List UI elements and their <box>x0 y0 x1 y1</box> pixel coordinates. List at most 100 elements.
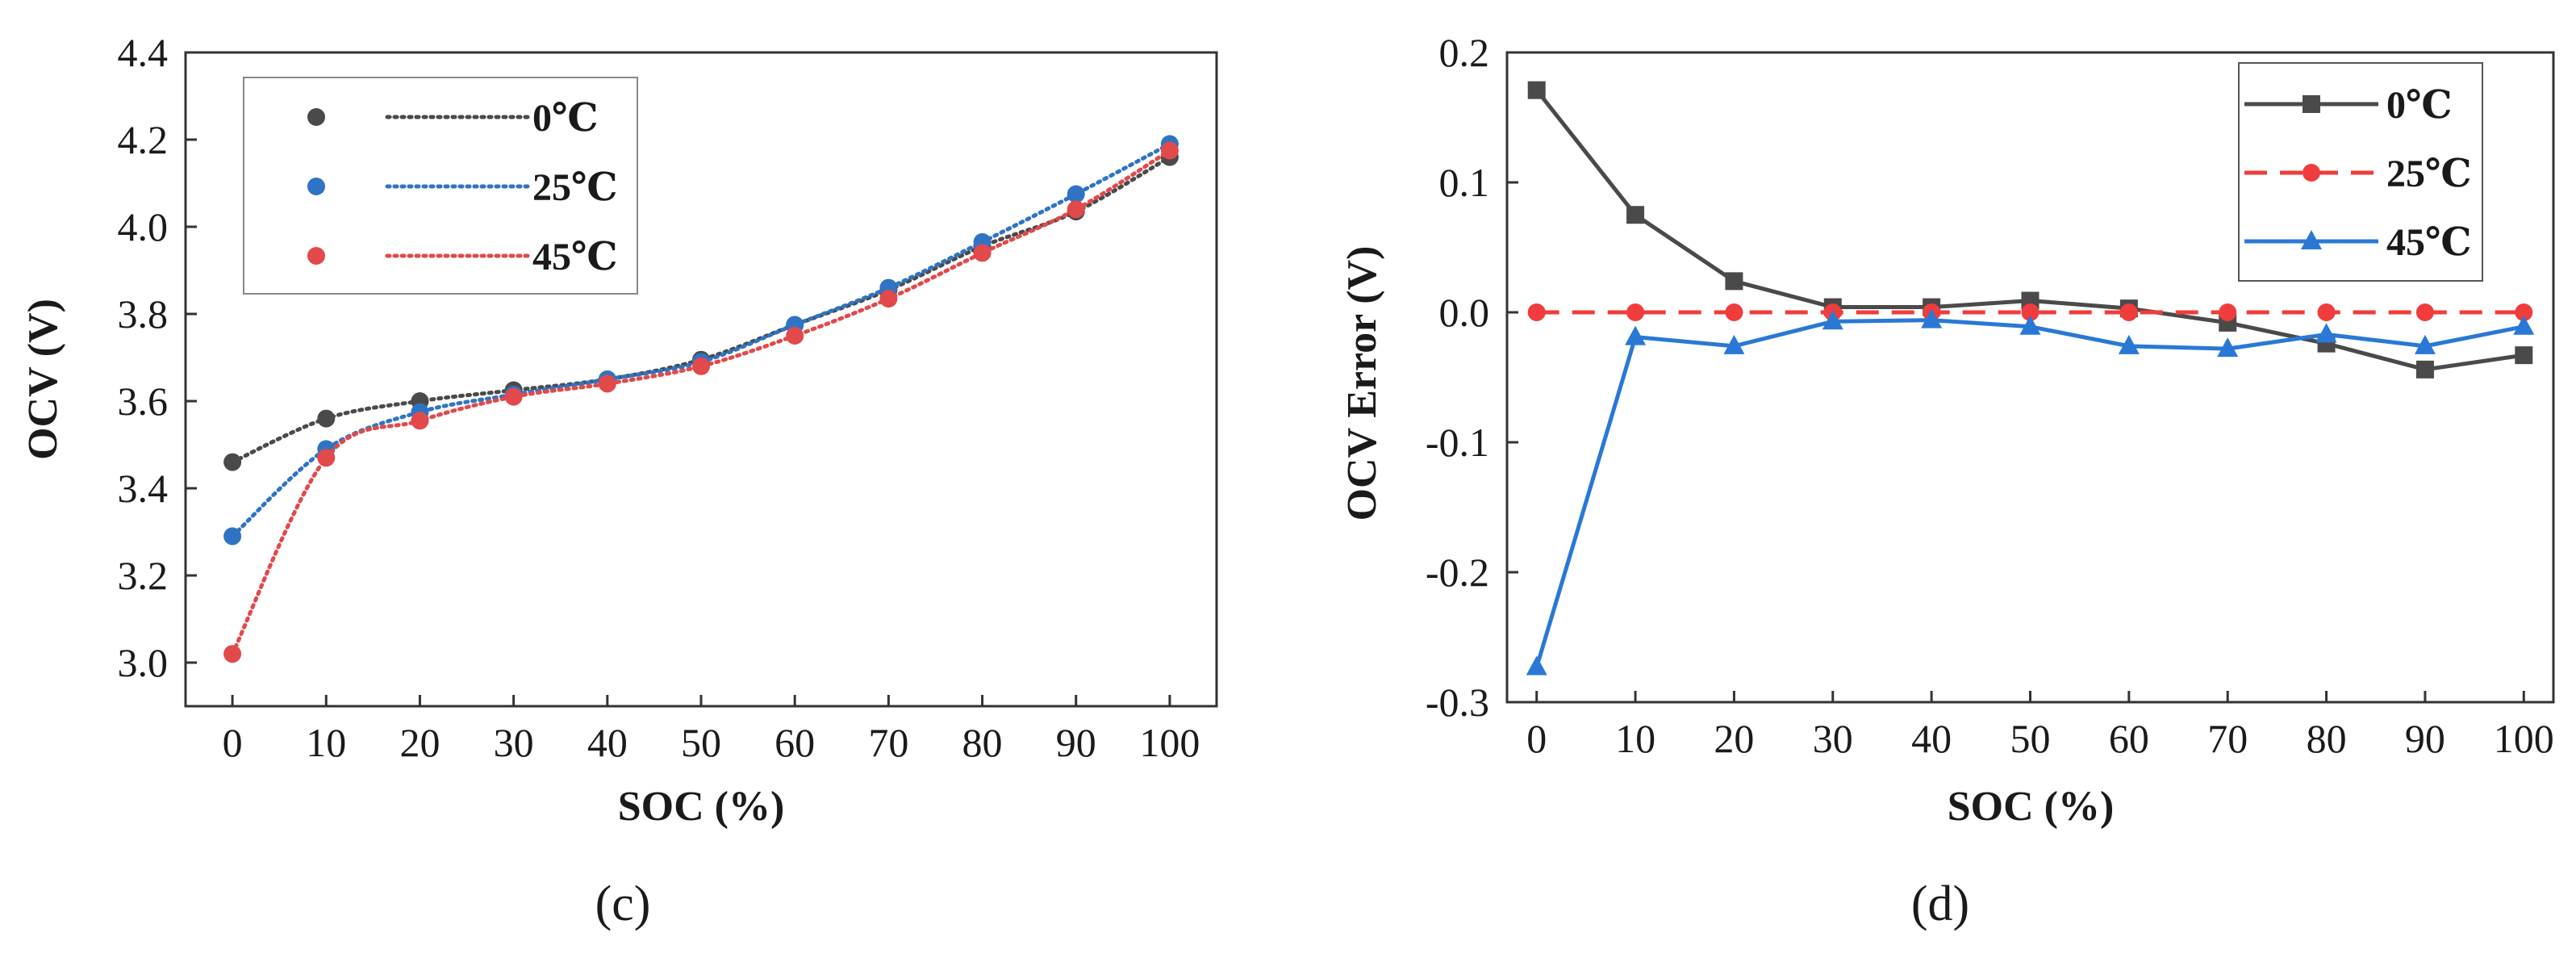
panel-d-series-line <box>1534 318 2524 668</box>
panel-c-legend-marker <box>307 247 325 265</box>
panel-c-legend: 0℃ 25℃ 45℃ <box>243 77 638 295</box>
panel-d-series-0 <box>1527 81 2533 379</box>
panel-c-label: (c) <box>595 876 651 931</box>
panel-d-series-1 <box>1527 303 2533 321</box>
panel-c-data-point <box>1067 200 1085 219</box>
panel-d-data-point <box>1526 655 1547 676</box>
panel-d-y-tick-label: 0.0 <box>1439 290 1490 335</box>
panel-d-data-point <box>2415 303 2434 321</box>
panel-c-y-tick-label: 3.6 <box>118 379 169 424</box>
panel-d-data-point <box>2019 315 2041 335</box>
panel-d-x-axis-label: SOC (%) <box>1948 784 2115 830</box>
panel-c-y-tick-label: 3.4 <box>118 466 169 511</box>
panel-c-x-tick-label: 70 <box>868 720 908 765</box>
panel-d-data-point <box>1625 325 1647 345</box>
panel-d-x-tick-label: 70 <box>2207 716 2248 761</box>
panel-d-chart: 0 10 20 30 40 50 60 70 80 90 100 -0.3 -0.2 -0.1 0.0 0.… <box>1339 30 2555 931</box>
panel-c-series-2 <box>223 141 1179 663</box>
panel-d-x-tick-label: 30 <box>1813 716 1853 761</box>
panel-d-data-point <box>1626 206 1645 224</box>
panel-d-x-tick-label: 50 <box>2010 716 2051 761</box>
panel-d-legend-label: 0℃ <box>2386 84 2453 127</box>
panel-d-y-axis-label: OCV Error (V) <box>1339 246 1385 521</box>
panel-c-y-axis-label: OCV (V) <box>20 299 66 460</box>
panel-d-data-point <box>1822 310 1843 330</box>
panel-d-x-tick-label: 0 <box>1526 716 1547 761</box>
panel-c-chart: 0 10 20 30 40 50 60 70 80 90 100 3.0 3.2 3.4 3.6 3.8 4.… <box>20 30 1218 931</box>
panel-c-legend-label: 0℃ <box>532 97 599 140</box>
panel-c-series-line <box>230 155 1172 465</box>
panel-d-data-point <box>1723 334 1745 354</box>
panel-d-legend-marker <box>2301 230 2322 249</box>
panel-d-y-tick-label: -0.2 <box>1426 550 1489 595</box>
panel-c-data-point <box>786 327 804 345</box>
panel-c-x-tick-label: 60 <box>774 720 815 765</box>
panel-d-legend-label: 25℃ <box>2386 153 2472 195</box>
panel-c-data-point <box>1160 141 1179 160</box>
panel-c-data-point <box>317 409 336 428</box>
panel-c-data-point <box>317 449 336 467</box>
panel-d-data-point <box>2415 360 2434 379</box>
panel-d-data-point <box>1725 272 1743 291</box>
panel-c-data-point <box>223 527 242 546</box>
panel-d-y-tick-label: -0.3 <box>1426 680 1489 725</box>
panel-c-x-tick-label: 50 <box>681 720 721 765</box>
panel-d-x-tick-label: 100 <box>2494 716 2554 761</box>
panel-d-data-point <box>1527 303 1546 321</box>
panel-c-x-tick-label: 100 <box>1139 720 1200 765</box>
panel-d-data-point <box>2219 303 2237 321</box>
panel-d-data-point <box>2021 303 2040 321</box>
panel-d-data-point <box>1725 303 1743 321</box>
panel-c-x-tick-label: 20 <box>399 720 440 765</box>
panel-c-x-tick-label: 10 <box>306 720 346 765</box>
panel-d-x-tick-label: 60 <box>2109 716 2149 761</box>
panel-d-y-tick-label: 0.1 <box>1439 160 1490 205</box>
panel-d-series-2 <box>1526 308 2535 676</box>
panel-d-y-tick-label: 0.2 <box>1439 30 1490 75</box>
panel-d-data-point <box>2119 303 2138 321</box>
panel-c-x-tick-label: 90 <box>1056 720 1096 765</box>
panel-c-x-tick-label: 30 <box>494 720 534 765</box>
panel-d-data-point <box>2217 337 2239 358</box>
panel-c-y-tick-label: 3.2 <box>118 553 169 598</box>
panel-c-x-tick-label: 40 <box>587 720 628 765</box>
panel-d-data-point <box>2118 334 2140 354</box>
panel-c-data-point <box>223 645 242 663</box>
panel-d-x-tick-label: 40 <box>1911 716 1952 761</box>
panel-d-data-point <box>2317 303 2336 321</box>
panel-c-y-tick-label: 4.0 <box>118 204 169 249</box>
panel-c-y-tick-label: 3.8 <box>118 291 169 337</box>
panel-c-legend-label: 25℃ <box>532 166 618 209</box>
panel-c-data-point <box>879 290 898 308</box>
panel-d-x-tick-label: 10 <box>1615 716 1655 761</box>
panel-c-y-tick-label: 4.4 <box>118 30 169 75</box>
panel-d-y-tick-label: -0.1 <box>1426 420 1489 465</box>
panel-d-legend-marker <box>2303 95 2320 113</box>
panel-c-data-point <box>411 412 429 430</box>
panel-d-legend: 0℃ 25℃ 45℃ <box>2238 62 2483 282</box>
panel-c-y-tick-label: 4.2 <box>118 117 169 162</box>
panel-c-data-point <box>1067 185 1085 203</box>
panel-c-data-point <box>598 374 616 393</box>
panel-c-data-point <box>973 244 992 262</box>
panel-d-data-point <box>2414 334 2436 354</box>
panel-c-legend-marker <box>307 178 325 195</box>
panel-c-x-tick-label: 0 <box>223 720 243 765</box>
panel-d-data-point <box>2513 315 2535 335</box>
panel-d-data-point <box>1626 303 1645 321</box>
panel-c-legend-label: 45℃ <box>532 236 618 278</box>
panel-d-data-point <box>1527 81 1546 99</box>
panel-c-legend-marker <box>307 108 325 126</box>
panel-d-legend-label: 45℃ <box>2386 221 2472 264</box>
panel-c-y-tick-label: 3.0 <box>118 640 169 685</box>
panel-d-x-tick-label: 20 <box>1714 716 1754 761</box>
panel-d-x-tick-label: 90 <box>2405 716 2445 761</box>
panel-d-label: (d) <box>1911 876 1969 931</box>
panel-d-x-tick-label: 80 <box>2307 716 2347 761</box>
panel-d-data-point <box>2515 303 2533 321</box>
panel-c-data-point <box>223 453 242 471</box>
panel-c-x-axis-label: SOC (%) <box>618 784 785 830</box>
panel-d-data-point <box>1921 308 1943 328</box>
